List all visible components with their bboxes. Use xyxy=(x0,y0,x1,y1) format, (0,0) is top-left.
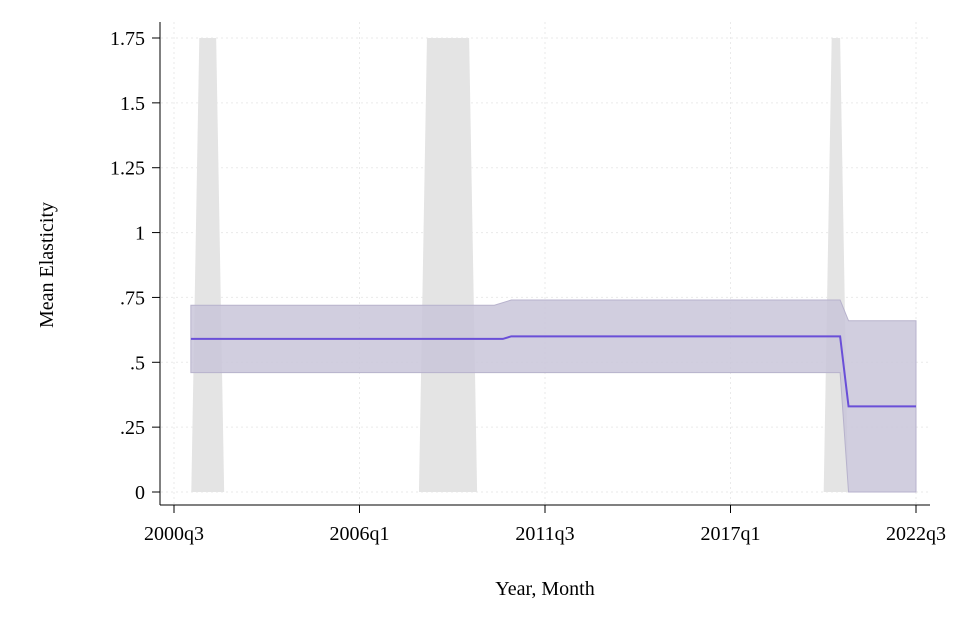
y-tick-label: 1.5 xyxy=(120,93,145,115)
y-tick-label: 1 xyxy=(135,223,145,245)
y-axis-title: Mean Elasticity xyxy=(36,202,58,328)
y-tick-label: 1.25 xyxy=(110,158,145,180)
x-tick-label: 2011q3 xyxy=(515,523,574,545)
x-tick-label: 2022q3 xyxy=(886,523,946,545)
y-tick-label: .25 xyxy=(120,417,145,439)
x-tick-label: 2017q1 xyxy=(701,523,761,545)
x-tick-label: 2000q3 xyxy=(144,523,204,545)
shaded-region xyxy=(418,38,478,492)
x-ticks: 2000q3 2006q1 2011q3 2017q1 2022q3 xyxy=(144,505,946,545)
series-line xyxy=(190,335,916,408)
confidence-band xyxy=(190,299,917,493)
y-tick-label: .5 xyxy=(130,352,145,374)
confidence-band-layer xyxy=(190,299,917,493)
x-axis-title: Year, Month xyxy=(495,578,594,600)
y-ticks: 0 .25 .5 .75 1 1.25 1.5 1.75 xyxy=(110,28,160,504)
gridlines xyxy=(161,22,930,504)
y-tick-label: 0 xyxy=(135,482,145,504)
shaded-regions xyxy=(191,38,849,492)
series-line-layer xyxy=(190,335,916,408)
y-tick-label: 1.75 xyxy=(110,28,145,50)
y-tick-label: .75 xyxy=(120,287,145,309)
shaded-region xyxy=(191,38,225,492)
x-tick-label: 2006q1 xyxy=(330,523,390,545)
